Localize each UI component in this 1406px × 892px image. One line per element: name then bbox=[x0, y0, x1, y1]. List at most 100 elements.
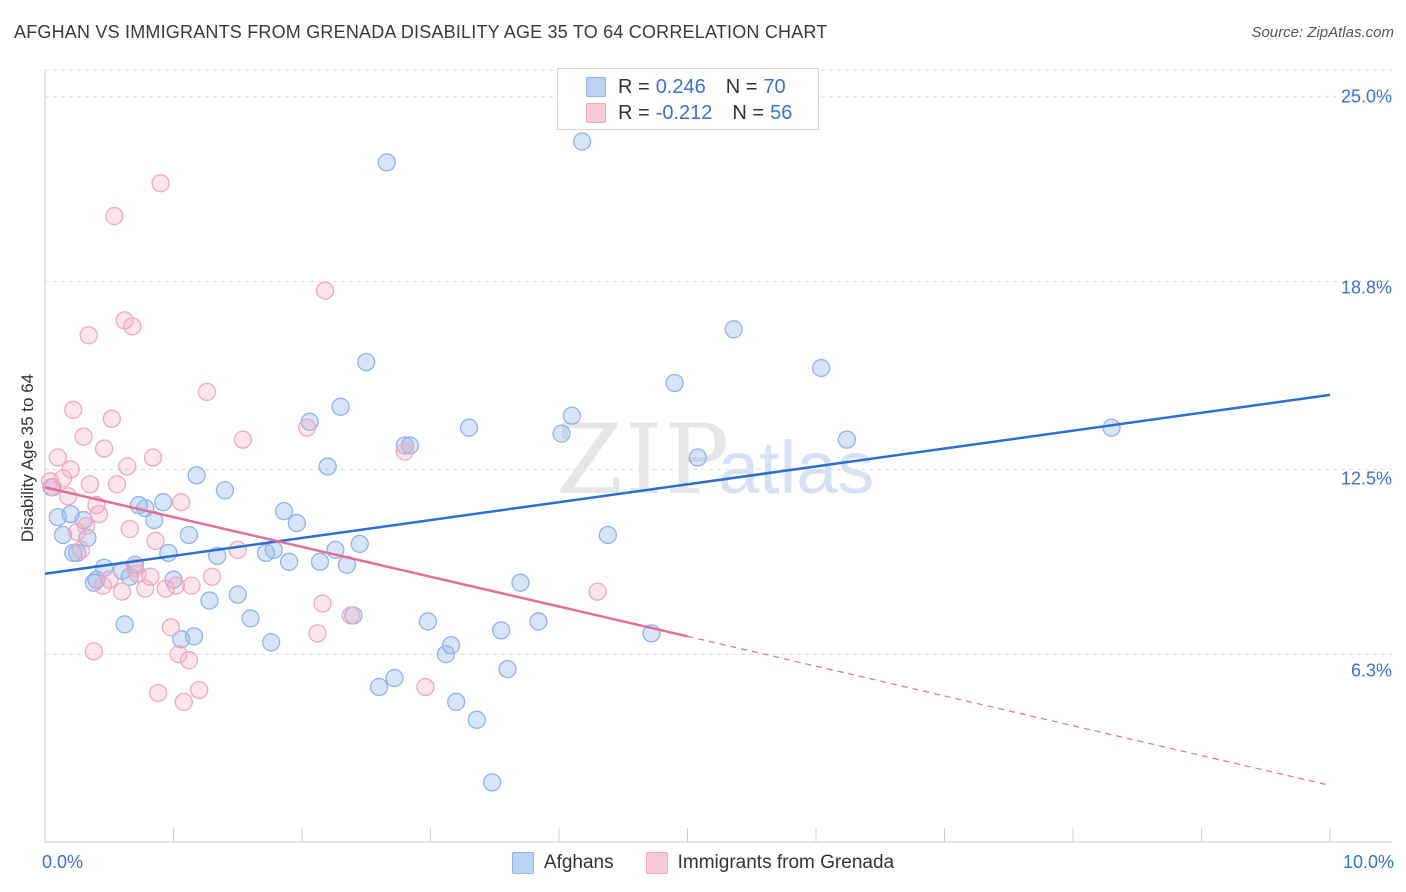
grenada-point bbox=[169, 645, 188, 664]
grenada-point bbox=[151, 174, 170, 193]
legend-label: Afghans bbox=[543, 852, 614, 873]
grenada-point bbox=[136, 579, 155, 598]
x-tick-label-max: 10.0% bbox=[1342, 852, 1394, 872]
grenada-point bbox=[315, 281, 335, 300]
y-axis-label: Disability Age 35 to 64 bbox=[18, 373, 37, 543]
afghans-point bbox=[310, 552, 330, 571]
afghans-point bbox=[572, 132, 592, 151]
grenada-point bbox=[588, 582, 607, 601]
afghans-point bbox=[115, 615, 134, 634]
afghans-point bbox=[441, 636, 461, 655]
afghans-point bbox=[369, 677, 389, 697]
grenada-point bbox=[146, 531, 165, 551]
afghans-point bbox=[552, 424, 571, 443]
n-value: 70 bbox=[763, 75, 786, 98]
grenada-point bbox=[105, 206, 124, 226]
grenada-point bbox=[202, 567, 222, 586]
legend-item-grenada: Immigrants from Grenada bbox=[645, 852, 895, 874]
afghans-point bbox=[511, 573, 530, 592]
afghans-point bbox=[262, 633, 281, 652]
grenada-point bbox=[182, 576, 201, 595]
chart-title: AFGHAN VS IMMIGRANTS FROM GRENADA DISABI… bbox=[14, 22, 828, 42]
grenada-point bbox=[48, 448, 67, 467]
grenada-swatch bbox=[586, 103, 606, 123]
afghans-point bbox=[357, 352, 376, 372]
afghans-point bbox=[483, 773, 502, 792]
grenada-point bbox=[174, 692, 193, 712]
grenada-point bbox=[179, 651, 199, 670]
afghans-point bbox=[228, 585, 247, 604]
afghans-point bbox=[467, 710, 486, 729]
grenada-point bbox=[123, 317, 142, 336]
grenada-point bbox=[76, 516, 96, 536]
grenada-point bbox=[61, 460, 80, 479]
grenada-point bbox=[166, 576, 186, 595]
grenada-point bbox=[156, 579, 175, 598]
afghans-point bbox=[279, 552, 299, 571]
n-value: 56 bbox=[770, 101, 793, 124]
grenada-swatch bbox=[645, 852, 668, 874]
legend-item-afghans: Afghans bbox=[511, 852, 614, 874]
grenada-point bbox=[416, 677, 435, 697]
afghans-point bbox=[418, 612, 438, 631]
grenada-point bbox=[297, 418, 317, 437]
afghans-point bbox=[447, 692, 466, 712]
afghans-point bbox=[811, 358, 831, 378]
afghans-point bbox=[385, 668, 404, 688]
r-value: -0.212 bbox=[655, 101, 713, 124]
watermark-atlas: atlas bbox=[718, 426, 874, 509]
afghans-point bbox=[377, 153, 396, 172]
grenada-point bbox=[107, 475, 127, 494]
grenada-point bbox=[313, 594, 332, 613]
grenada-point bbox=[71, 540, 91, 560]
grenada-point bbox=[100, 570, 119, 589]
grenada-trend-extension bbox=[687, 635, 1331, 786]
grenada-trend-line bbox=[44, 486, 688, 638]
y-tick-label: 25.0% bbox=[1340, 86, 1392, 107]
watermark-zip: ZIP bbox=[556, 404, 731, 516]
afghans-point bbox=[395, 436, 414, 455]
grenada-point bbox=[228, 540, 247, 560]
legend-label: Immigrants from Grenada bbox=[677, 852, 895, 873]
y-tick-label: 18.8% bbox=[1340, 277, 1392, 298]
grenada-point bbox=[80, 475, 100, 494]
series-legend: Afghans Immigrants from Grenada bbox=[0, 852, 1406, 874]
afghans-point bbox=[562, 406, 581, 425]
grenada-point bbox=[161, 618, 181, 637]
y-tick-label: 6.3% bbox=[1350, 660, 1392, 681]
grenada-point bbox=[79, 326, 98, 345]
zipatlas-watermark: ZIP atlas bbox=[556, 404, 874, 516]
afghans-point bbox=[187, 466, 206, 485]
n-label: N = bbox=[725, 75, 758, 98]
afghans-point bbox=[724, 320, 743, 339]
grenada-point bbox=[395, 442, 414, 461]
afghans-point bbox=[492, 621, 511, 640]
afghans-point bbox=[179, 525, 199, 545]
n-label: N = bbox=[732, 101, 765, 124]
afghans-point bbox=[215, 481, 235, 500]
grenada-point bbox=[64, 400, 83, 419]
grenada-point bbox=[94, 439, 114, 458]
axes bbox=[44, 70, 1392, 843]
afghans-point bbox=[688, 448, 707, 467]
afghans-point bbox=[53, 525, 73, 545]
r-label: R = bbox=[618, 101, 650, 124]
source-label: Source: ZipAtlas.com bbox=[1251, 24, 1394, 41]
afghans-point bbox=[184, 627, 204, 646]
grenada-point bbox=[112, 582, 132, 601]
grenada-point bbox=[197, 382, 217, 402]
afghans-point bbox=[318, 457, 337, 476]
afghans-point bbox=[498, 659, 517, 679]
grenada-point bbox=[172, 493, 191, 512]
afghans-point bbox=[287, 513, 307, 533]
legend-row-afghans: R = 0.246 N = 70 bbox=[586, 74, 786, 100]
afghans-point bbox=[241, 609, 260, 628]
afghans-point bbox=[274, 501, 294, 521]
grenada-point bbox=[233, 430, 253, 449]
r-value: 0.246 bbox=[655, 75, 706, 98]
grenada-point bbox=[102, 409, 121, 428]
afghans-swatch bbox=[511, 852, 534, 874]
afghans-point bbox=[200, 591, 219, 610]
legend-row-grenada: R = -0.212 N = 56 bbox=[586, 100, 792, 126]
afghans-point bbox=[459, 418, 479, 437]
